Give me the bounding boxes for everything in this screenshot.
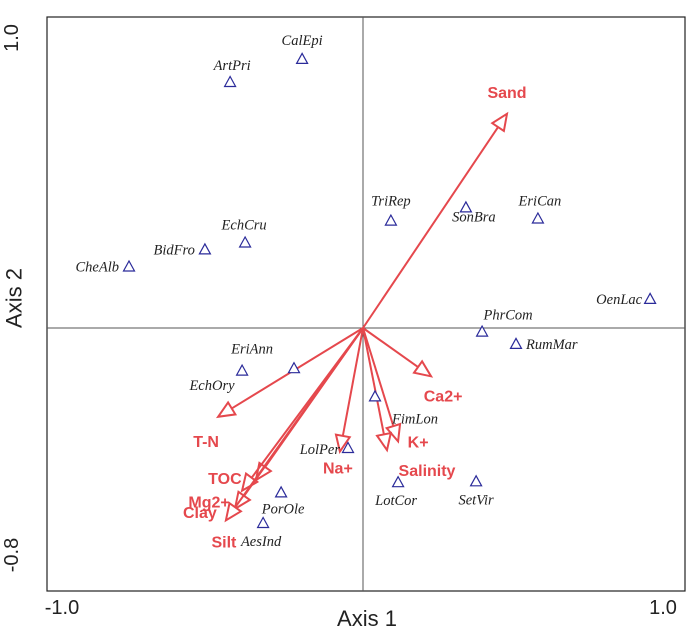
species-label: CalEpi <box>282 33 323 49</box>
vector-arrowhead <box>490 111 509 133</box>
vector-label: Ca2+ <box>424 388 463 405</box>
x-tick-label-left: -1.0 <box>45 597 79 619</box>
species-label: TriRep <box>371 194 410 210</box>
species-label: PorOle <box>261 501 305 517</box>
y-tick-label-bottom: -0.8 <box>1 538 23 572</box>
species-label: OenLac <box>596 292 642 308</box>
species-point <box>122 259 136 272</box>
species-point <box>459 200 473 213</box>
vector-label: Sand <box>487 85 526 102</box>
vector-label: Na+ <box>323 461 353 478</box>
plot-frame <box>46 16 686 592</box>
species-point <box>643 292 657 304</box>
species-point <box>531 211 545 224</box>
species-point <box>235 363 249 376</box>
vector-label: Silt <box>211 534 237 551</box>
species-label: FimLon <box>391 411 438 427</box>
species-point <box>384 213 398 226</box>
vector-label: K+ <box>408 434 429 451</box>
species-point <box>391 475 405 488</box>
vector-label: TOC <box>208 471 242 488</box>
species-point <box>223 75 237 88</box>
vector-arrowhead <box>334 433 352 455</box>
vector-line <box>362 327 419 368</box>
vector-line <box>362 327 395 427</box>
species-label: LotCor <box>374 493 417 509</box>
species-label: SonBra <box>452 209 496 225</box>
vector-label: Mg2+ <box>188 495 229 512</box>
vector-line <box>362 327 385 435</box>
vector-label: T-N <box>193 434 219 451</box>
species-label: ArtPri <box>213 58 251 74</box>
vector-label: Salinity <box>399 463 456 480</box>
vector-line <box>234 327 364 508</box>
x-axis-label: Axis 1 <box>337 606 397 631</box>
species-point <box>256 516 270 529</box>
vector-line <box>341 327 364 437</box>
species-label: EchOry <box>188 378 235 394</box>
species-point <box>509 337 523 349</box>
species-label: RumMar <box>525 337 578 353</box>
environmental-vectors: Sand Ca2+ K+ Salinity Na+ T-N TOC Mg2+Clay Silt <box>183 85 527 551</box>
vector-arrowhead <box>224 501 243 523</box>
species-label: PhrCom <box>483 308 533 324</box>
species-label: SetVir <box>459 492 495 508</box>
vector-arrowhead <box>375 431 393 453</box>
vector-arrowhead <box>233 490 252 511</box>
species-point <box>198 242 212 255</box>
species-points: CalEpi ArtPri TriRep SonBra EriCan EchCru BidF… <box>76 33 657 550</box>
species-point <box>287 361 301 374</box>
species-label: CheAlb <box>76 260 120 276</box>
x-tick-label-right: 1.0 <box>649 597 677 619</box>
species-label: LolPer <box>299 442 341 458</box>
vector-arrowhead <box>412 359 434 378</box>
species-point <box>475 324 489 337</box>
species-label: EriAnn <box>230 342 273 358</box>
species-point <box>469 474 483 487</box>
vector-arrowhead <box>384 422 402 444</box>
species-point <box>368 389 382 402</box>
vector-label: Clay <box>183 505 217 522</box>
vector-arrowhead <box>215 400 238 419</box>
y-axis-label: Axis 2 <box>2 268 27 328</box>
species-label: AesInd <box>240 534 282 550</box>
species-label: BidFro <box>154 242 195 258</box>
species-point <box>341 441 355 454</box>
vector-line <box>362 126 499 329</box>
species-label: EriCan <box>518 194 562 210</box>
y-tick-label-top: 1.0 <box>1 24 23 52</box>
species-label: EchCru <box>221 218 267 234</box>
species-point <box>295 52 309 65</box>
species-point <box>238 235 252 248</box>
species-point <box>274 485 288 498</box>
